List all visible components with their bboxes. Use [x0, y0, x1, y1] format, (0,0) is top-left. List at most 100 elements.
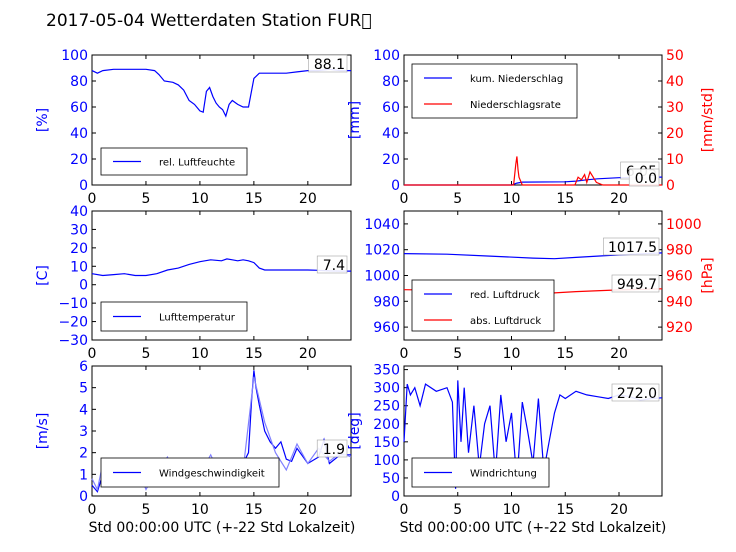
value-annotation: 272.0	[617, 386, 657, 402]
x-tick-label: 0	[400, 346, 409, 362]
x-tick-label: 0	[400, 191, 409, 207]
x-tick-label: 20	[610, 502, 628, 518]
y-tick-label: 350	[373, 363, 400, 379]
x-tick-label: 15	[556, 191, 574, 207]
y-tick-label: −10	[58, 296, 88, 312]
value-annotation-box	[308, 54, 348, 73]
x-tick-label: 20	[299, 346, 317, 362]
y-tick-label: 1040	[364, 217, 400, 233]
x-tick-label: 0	[400, 502, 409, 518]
y-right-tick-label: 0	[666, 178, 675, 194]
x-tick-label: 10	[503, 346, 521, 362]
y-tick-label: 20	[70, 241, 88, 257]
legend-label: Windgeschwindigkeit	[159, 469, 265, 480]
value-annotation-box	[611, 383, 660, 402]
y-tick-label: 60	[382, 100, 400, 116]
series-line-humidity-0	[91, 68, 351, 118]
y-tick-label: 80	[70, 74, 88, 90]
x-tick-label: 5	[141, 191, 150, 207]
y-tick-label: 3	[79, 424, 88, 440]
y-tick-label: 10	[70, 259, 88, 275]
x-tick-label: 10	[191, 502, 209, 518]
legend-label: Niederschlagsrate	[470, 100, 561, 111]
y-right-tick-label: 960	[666, 269, 693, 285]
legend-label: kum. Niederschlag	[470, 74, 563, 85]
y-right-tick-label: 50	[666, 48, 684, 64]
y-tick-label: 1	[79, 467, 88, 483]
y-tick-label: 0	[79, 178, 88, 194]
value-annotation-box	[316, 255, 348, 274]
legend-box	[411, 279, 555, 332]
y-tick-label: 30	[70, 222, 88, 238]
y-right-tick-label: 980	[666, 243, 693, 259]
y-axis-label: [deg]	[347, 412, 363, 449]
panel-humidity: 0 5 10 15 20 0 20 40 60 80 100 [%] rel. Luftfeuchte 8…	[35, 48, 352, 207]
y-right-tick-label: 1000	[666, 217, 702, 233]
y-tick-label: 300	[373, 381, 400, 397]
y-axis-label: [mm]	[347, 101, 363, 139]
legend-label: Lufttemperatur	[159, 313, 236, 324]
value-annotation: 0.0	[635, 171, 657, 187]
y-axis-label: [%]	[35, 108, 51, 132]
y-tick-label: 100	[373, 453, 400, 469]
y-tick-label: 200	[373, 417, 400, 433]
x-tick-label: 15	[556, 502, 574, 518]
y-right-tick-label: 40	[666, 74, 684, 90]
value-annotation-box	[611, 274, 660, 293]
y-right-tick-label: 10	[666, 152, 684, 168]
x-tick-label: 5	[141, 346, 150, 362]
y-tick-label: −30	[58, 333, 88, 349]
y-axis-label-right: [hPa]	[700, 257, 716, 293]
x-tick-label: 5	[141, 502, 150, 518]
x-tick-label: 5	[453, 346, 462, 362]
x-tick-label: 0	[88, 502, 97, 518]
x-axis-label-left: Std 00:00:00 UTC (+-22 Std Lokalzeit)	[89, 520, 356, 536]
y-tick-label: 250	[373, 399, 400, 415]
y-tick-label: −20	[58, 315, 88, 331]
panel-pressure: 0 5 10 15 20 960 980 1000 1020 1040 920 940 960 980 10…	[364, 210, 716, 362]
value-annotation-box	[316, 439, 348, 458]
y-tick-label: 2	[79, 446, 88, 462]
series-line-temperature-0	[91, 258, 351, 277]
y-tick-label: 0	[79, 278, 88, 294]
legend-box	[411, 63, 578, 119]
y-tick-label: 20	[382, 152, 400, 168]
series-line-precipitation-1	[404, 156, 662, 186]
x-tick-label: 15	[245, 502, 263, 518]
y-tick-label: 980	[373, 294, 400, 310]
series-line-wind_direction-0	[403, 380, 663, 489]
x-tick-label: 10	[191, 346, 209, 362]
y-tick-label: 80	[382, 74, 400, 90]
y-tick-label: 60	[70, 100, 88, 116]
y-tick-label: 100	[61, 48, 88, 64]
value-annotation: 949.7	[617, 277, 657, 293]
series-line-pressure-0	[403, 252, 663, 260]
y-tick-label: 50	[382, 471, 400, 487]
y-right-tick-label: 920	[666, 320, 693, 336]
y-tick-label: 960	[373, 320, 400, 336]
y-axis-label-right: [mm/std]	[700, 88, 716, 153]
y-tick-label: 1000	[364, 269, 400, 285]
y-tick-label: 0	[79, 489, 88, 505]
x-axis-label-right: Std 00:00:00 UTC (+-22 Std Lokalzeit)	[400, 520, 667, 536]
panel-precipitation: 0 5 10 15 20 0 20 40 60 80 100 0 10 20 30 40 50 [mm] [mm/s…	[347, 48, 716, 207]
x-tick-label: 10	[503, 502, 521, 518]
value-annotation-box	[628, 168, 660, 187]
legend-label: Windrichtung	[470, 469, 537, 480]
legend-label: rel. Luftfeuchte	[159, 158, 235, 169]
y-tick-label: 20	[70, 152, 88, 168]
panel-wind_direction: 0 5 10 15 20050100150200250300350[deg]Windri…	[347, 363, 663, 518]
x-tick-label: 15	[556, 346, 574, 362]
value-annotation: 1.9	[323, 442, 345, 458]
x-tick-label: 20	[299, 191, 317, 207]
value-annotation: 1017.5	[608, 240, 657, 256]
legend-box	[100, 457, 280, 488]
value-annotation: 7.4	[323, 258, 345, 274]
x-tick-label: 20	[610, 346, 628, 362]
y-tick-label: 40	[70, 204, 88, 220]
y-tick-label: 1020	[364, 243, 400, 259]
y-tick-label: 0	[391, 489, 400, 505]
y-tick-label: 40	[382, 126, 400, 142]
x-tick-label: 5	[453, 502, 462, 518]
